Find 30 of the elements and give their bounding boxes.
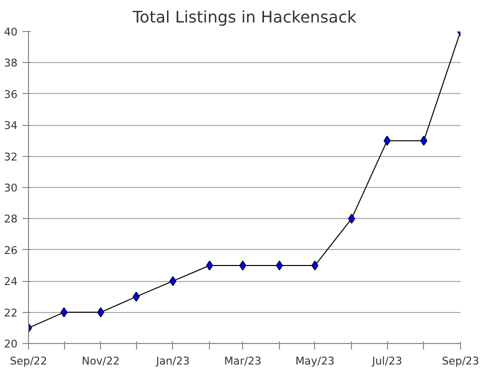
point bbox=[206, 260, 214, 270]
x-tick-label: Nov/22 bbox=[82, 354, 120, 368]
point bbox=[97, 307, 104, 318]
point bbox=[239, 260, 246, 270]
x-tick-label: Jul/23 bbox=[371, 354, 402, 368]
point bbox=[420, 136, 428, 146]
point bbox=[384, 136, 391, 146]
y-tick-label: 34 bbox=[4, 119, 18, 132]
chart-title: Total Listings in Hackensack bbox=[132, 8, 358, 26]
x-tick-label: Jan/23 bbox=[155, 354, 190, 368]
point bbox=[348, 214, 356, 224]
point bbox=[60, 307, 68, 318]
y-tick-label: 32 bbox=[4, 150, 18, 164]
x-tick-label: May/23 bbox=[295, 354, 335, 368]
y-tick-label: 20 bbox=[4, 338, 18, 350]
y-tick-label: 26 bbox=[4, 244, 18, 257]
x-tick-label: Mar/23 bbox=[224, 354, 262, 368]
y-tick-label: 40 bbox=[4, 26, 18, 38]
y-tick-label: 24 bbox=[4, 275, 18, 288]
y-tick-label: 30 bbox=[4, 182, 18, 194]
point bbox=[132, 292, 140, 302]
point bbox=[169, 276, 176, 286]
y-tick-label: 36 bbox=[4, 88, 18, 101]
y-tick-label: 38 bbox=[4, 56, 18, 70]
y-tick-label: 28 bbox=[4, 212, 18, 226]
x-tick-label: Sep/23 bbox=[442, 354, 480, 368]
x-tick-label: Sep/22 bbox=[10, 354, 48, 368]
point bbox=[276, 260, 283, 270]
y-tick-label: 22 bbox=[4, 306, 18, 320]
point bbox=[311, 260, 318, 270]
